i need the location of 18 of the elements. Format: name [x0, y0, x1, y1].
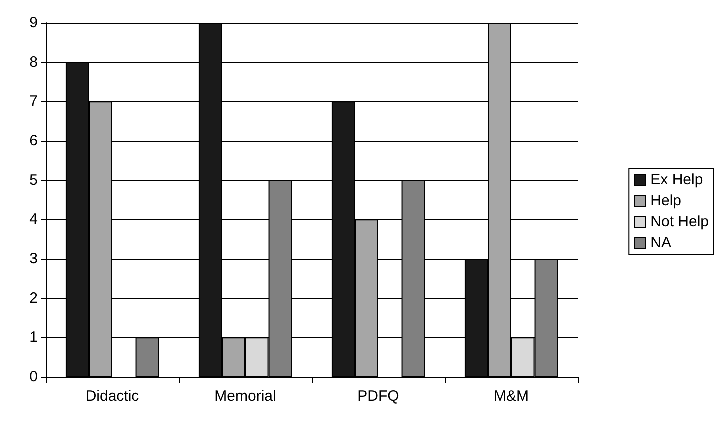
legend-label: Not Help [650, 214, 709, 230]
y-tick-label: 2 [30, 290, 38, 307]
legend-label: Help [650, 192, 682, 210]
legend-label: NA [650, 234, 672, 252]
y-tick-label: 5 [30, 172, 38, 189]
x-tick-label: Didactic [86, 388, 140, 405]
y-tick-label: 9 [30, 14, 38, 32]
y-tick-label: 7 [30, 93, 38, 110]
y-tick-label: 4 [30, 211, 38, 228]
y-tick-label: 0 [30, 368, 38, 386]
y-tick-label: 3 [30, 250, 38, 268]
y-tick-label: 6 [30, 132, 38, 150]
legend-label: Ex Help [650, 172, 704, 188]
y-tick-label: 1 [30, 329, 38, 346]
x-tick-label: M&M [494, 388, 529, 405]
y-tick-label: 8 [30, 54, 38, 71]
x-tick-label: PDFQ [358, 388, 400, 405]
x-tick-label: Memorial [214, 388, 276, 405]
